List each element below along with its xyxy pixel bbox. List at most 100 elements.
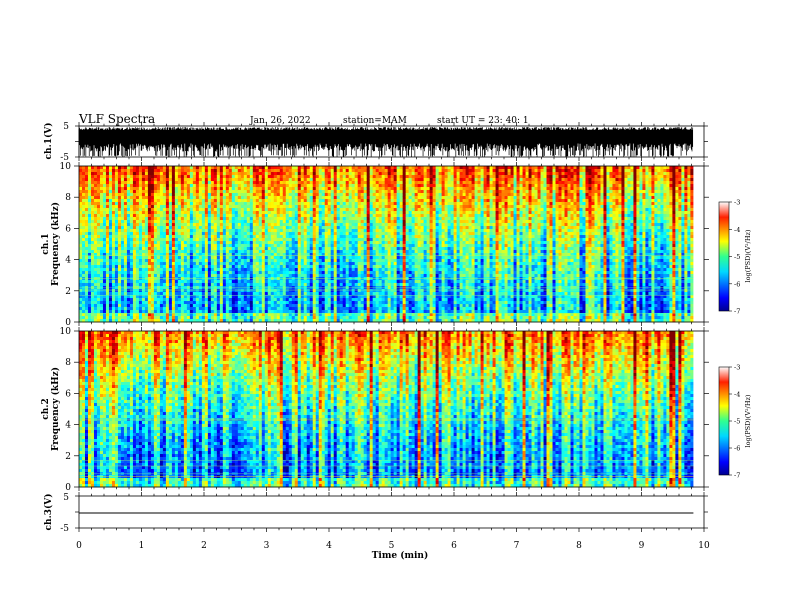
spectrogram-cell (273, 175, 278, 179)
spectrogram-cell (327, 175, 332, 179)
spectrogram-cell (351, 313, 356, 317)
spectrogram-cell (123, 283, 128, 287)
spectrogram-cell (153, 304, 158, 308)
spectrogram-cell (180, 166, 185, 170)
spectrogram-cell (264, 313, 269, 317)
spectrogram-cell (228, 316, 233, 320)
spectrogram-cell (171, 220, 176, 224)
spectrogram-cell (276, 241, 281, 245)
spectrogram-cell (324, 190, 329, 194)
spectrogram-cell (279, 211, 284, 215)
spectrogram-cell (171, 289, 176, 293)
spectrogram-cell (108, 166, 113, 170)
spectrogram-cell (270, 172, 275, 176)
spectrogram-cell (270, 169, 275, 173)
spectrogram-cell (129, 220, 134, 224)
spectrogram-cell (156, 214, 161, 218)
spectrogram-cell (348, 298, 353, 302)
spectrogram-cell (79, 289, 83, 293)
spectrogram-cell (213, 316, 218, 320)
spectrogram-cell (225, 253, 230, 257)
spectrogram-cell (144, 298, 149, 302)
spectrogram-cell (246, 211, 251, 215)
spectrogram-cell (96, 214, 101, 218)
spectrogram-cell (294, 214, 299, 218)
spectrogram-cell (342, 253, 347, 257)
spectrogram-cell (306, 232, 311, 236)
spectrogram-cell (180, 244, 185, 248)
spectrogram-cell (258, 211, 263, 215)
spectrogram-cell (162, 184, 167, 188)
spectrogram-cell (312, 313, 317, 317)
spectrogram-cell (117, 241, 122, 245)
spectrogram-cell (162, 280, 167, 284)
spectrogram-cell (237, 220, 242, 224)
spectrogram-cell (141, 232, 146, 236)
spectrogram-cell (354, 184, 359, 188)
spectrogram-cell (243, 280, 248, 284)
spectrogram-cell (90, 232, 95, 236)
spectrogram-cell (300, 277, 305, 281)
spectrogram-cell (111, 313, 116, 317)
spectrogram-cell (279, 184, 284, 188)
spectrogram-cell (225, 217, 230, 221)
spectrogram-cell (201, 187, 206, 191)
spectrogram-cell (186, 310, 191, 314)
spectrogram-cell (246, 196, 251, 200)
spectrogram-cell (219, 319, 224, 323)
spectrogram-cell (258, 319, 263, 323)
spectrogram-cell (228, 274, 233, 278)
spectrogram-cell (99, 190, 104, 194)
spectrogram-cell (306, 223, 311, 227)
spectrogram-cell (228, 262, 233, 266)
spectrogram-cell (330, 190, 335, 194)
spectrogram-cell (192, 205, 197, 209)
spectrogram-cell (82, 262, 86, 266)
spectrogram-cell (291, 316, 296, 320)
spectrogram-cell (108, 193, 113, 197)
spectrogram-cell (186, 211, 191, 215)
spectrogram-cell (177, 319, 182, 323)
spectrogram-cell (363, 172, 368, 176)
spectrogram-cell (156, 193, 161, 197)
spectrogram-cell (327, 187, 332, 191)
spectrogram-cell (123, 235, 128, 239)
spectrogram-cell (105, 277, 110, 281)
spectrogram-cell (273, 190, 278, 194)
spectrogram-cell (114, 265, 119, 269)
spectrogram-cell (357, 217, 362, 221)
spectrogram-cell (213, 220, 218, 224)
spectrogram-cell (114, 244, 119, 248)
spectrogram-cell (363, 274, 368, 278)
spectrogram-cell (327, 244, 332, 248)
spectrogram-cell (252, 298, 257, 302)
spectrogram-cell (228, 268, 233, 272)
spectrogram-cell (96, 238, 101, 242)
spectrogram-cell (213, 193, 218, 197)
spectrogram-cell (303, 280, 308, 284)
spectrogram-cell (330, 298, 335, 302)
spectrogram-cell (195, 202, 200, 206)
spectrogram-cell (186, 199, 191, 203)
spectrogram-cell (312, 238, 317, 242)
spectrogram-cell (291, 301, 296, 305)
spectrogram-cell (276, 214, 281, 218)
spectrogram-cell (213, 301, 218, 305)
spectrogram-cell (258, 310, 263, 314)
spectrogram-cell (309, 235, 314, 239)
spectrogram-cell (102, 319, 107, 323)
spectrogram-cell (153, 265, 158, 269)
spectrogram-cell (93, 226, 98, 230)
spectrogram-cell (240, 229, 245, 233)
spectrogram-cell (102, 223, 107, 227)
spectrogram-cell (339, 319, 344, 323)
spectrogram-cell (267, 181, 272, 185)
spectrogram-cell (189, 253, 194, 257)
spectrogram-cell (342, 208, 347, 212)
spectrogram-cell (246, 202, 251, 206)
spectrogram-cell (270, 241, 275, 245)
spectrogram-cell (96, 220, 101, 224)
spectrogram-cell (207, 253, 212, 257)
spectrogram-cell (93, 235, 98, 239)
spectrogram-cell (138, 319, 143, 323)
